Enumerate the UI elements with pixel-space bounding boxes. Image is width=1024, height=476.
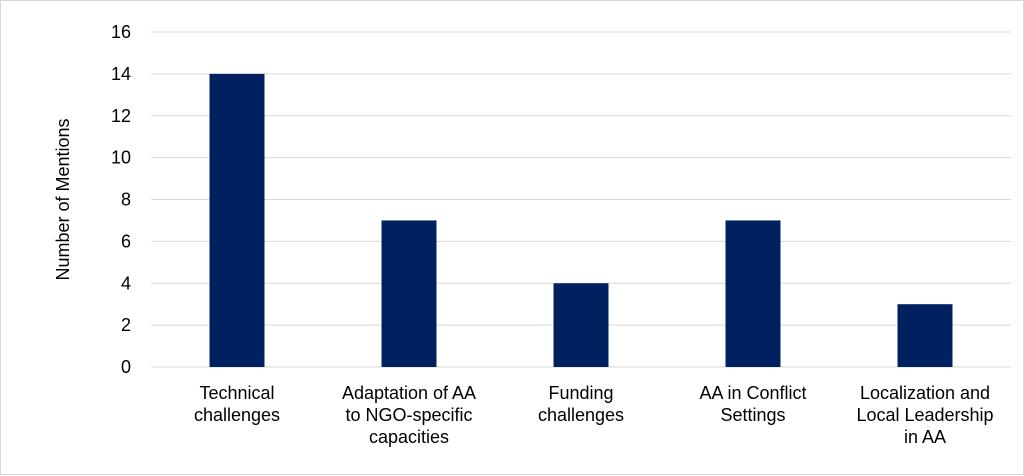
category-label: AA in Conflict Settings — [699, 383, 806, 425]
y-tick-label: 14 — [111, 64, 131, 84]
category-label: Funding challenges — [538, 383, 624, 425]
y-tick-label: 16 — [111, 22, 131, 42]
y-axis-label: Number of Mentions — [53, 118, 73, 280]
y-tick-label: 0 — [121, 357, 131, 377]
category-label: Adaptation of AA to NGO-specific capacitie… — [342, 383, 476, 447]
gridlines — [151, 31, 1011, 368]
bar — [553, 283, 609, 367]
bar — [209, 73, 265, 367]
bars — [209, 73, 953, 367]
category-label: Localization and Local Leadership in AA — [856, 383, 993, 447]
bar — [725, 220, 781, 367]
y-tick-label: 12 — [111, 106, 131, 126]
y-tick-label: 2 — [121, 315, 131, 335]
y-tick-label: 6 — [121, 231, 131, 251]
y-tick-label: 4 — [121, 273, 131, 293]
category-label: Technical challenges — [194, 383, 280, 425]
y-tick-label: 10 — [111, 148, 131, 168]
bar — [897, 304, 953, 367]
y-tick-labels: 0 2 4 6 8 10 12 14 16 — [111, 22, 131, 377]
y-tick-label: 8 — [121, 190, 131, 210]
bar — [381, 220, 437, 367]
category-labels: Technical challenges Adaptation of AA to NG… — [194, 383, 994, 447]
